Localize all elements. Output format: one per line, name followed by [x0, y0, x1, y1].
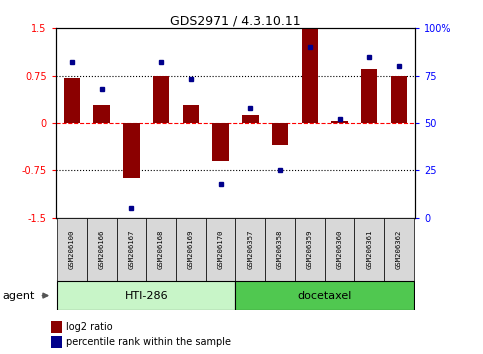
Bar — [116, 218, 146, 281]
Bar — [242, 115, 258, 123]
Text: GSM206358: GSM206358 — [277, 230, 283, 269]
Text: GSM206166: GSM206166 — [99, 230, 105, 269]
Text: agent: agent — [2, 291, 35, 301]
Text: percentile rank within the sample: percentile rank within the sample — [66, 337, 231, 347]
Text: docetaxel: docetaxel — [298, 291, 352, 301]
Bar — [331, 121, 348, 123]
Bar — [295, 218, 325, 281]
Text: GSM206100: GSM206100 — [69, 230, 75, 269]
Bar — [325, 218, 355, 281]
Text: GSM206359: GSM206359 — [307, 230, 313, 269]
Bar — [153, 76, 170, 123]
Text: GSM206357: GSM206357 — [247, 230, 253, 269]
Text: GSM206360: GSM206360 — [337, 230, 342, 269]
Bar — [51, 336, 62, 348]
Bar — [384, 218, 414, 281]
Text: GSM206361: GSM206361 — [366, 230, 372, 269]
Bar — [57, 281, 236, 310]
Bar — [265, 218, 295, 281]
Bar — [87, 218, 116, 281]
Bar — [355, 218, 384, 281]
Bar — [57, 218, 87, 281]
Bar — [272, 123, 288, 145]
Bar — [123, 123, 140, 178]
Text: GSM206167: GSM206167 — [128, 230, 134, 269]
Text: HTI-286: HTI-286 — [125, 291, 168, 301]
Bar — [183, 105, 199, 123]
Text: GSM206170: GSM206170 — [218, 230, 224, 269]
Text: GSM206362: GSM206362 — [396, 230, 402, 269]
Bar — [236, 218, 265, 281]
Bar — [236, 281, 414, 310]
Bar — [213, 123, 229, 161]
Bar — [391, 76, 407, 123]
Bar — [206, 218, 236, 281]
Bar — [51, 321, 62, 333]
Title: GDS2971 / 4.3.10.11: GDS2971 / 4.3.10.11 — [170, 14, 301, 27]
Text: GSM206168: GSM206168 — [158, 230, 164, 269]
Bar — [361, 69, 377, 123]
Bar — [301, 28, 318, 123]
Bar — [94, 105, 110, 123]
Bar — [146, 218, 176, 281]
Bar — [64, 78, 80, 123]
Bar — [176, 218, 206, 281]
Text: GSM206169: GSM206169 — [188, 230, 194, 269]
Text: log2 ratio: log2 ratio — [66, 322, 113, 332]
